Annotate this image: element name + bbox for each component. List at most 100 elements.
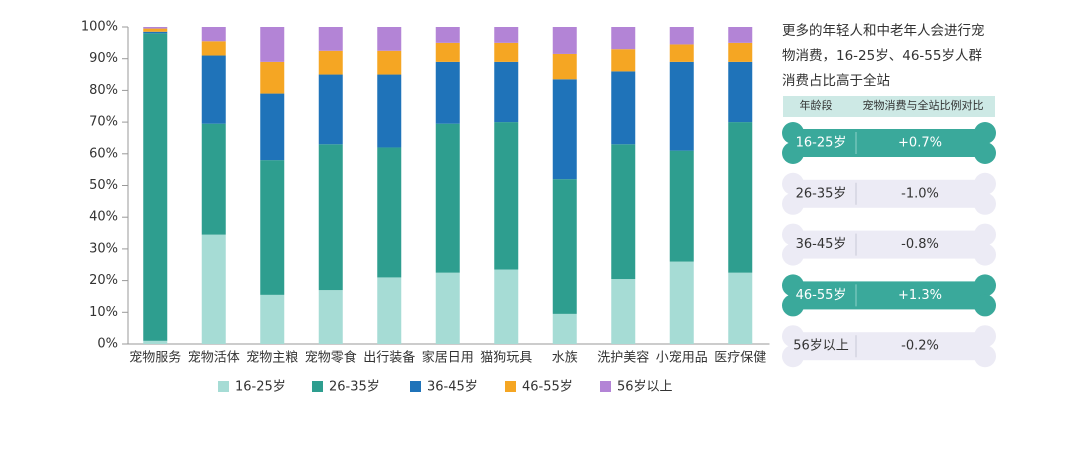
bar-segment xyxy=(494,27,519,43)
bar-segment xyxy=(260,27,285,62)
bar-segment xyxy=(669,61,694,151)
bone-end xyxy=(782,243,804,266)
bone-end xyxy=(974,192,996,215)
bar-segment xyxy=(260,93,285,161)
bar-segment xyxy=(552,79,577,180)
bone-body xyxy=(792,332,986,361)
x-tick-label: 家居日用 xyxy=(422,350,474,366)
legend-swatch xyxy=(410,381,421,392)
x-tick-label: 宠物主粮 xyxy=(246,350,298,366)
bar-segment xyxy=(728,27,753,43)
bar-segment xyxy=(201,234,226,344)
x-tick-label: 出行装备 xyxy=(363,350,415,366)
x-tick-label: 洗护美容 xyxy=(597,350,649,366)
bar-segment xyxy=(728,122,753,273)
bar-segment xyxy=(494,269,519,344)
bar-segment xyxy=(201,27,226,42)
legend-label: 56岁以上 xyxy=(617,380,673,395)
bar-segment xyxy=(318,144,343,291)
y-tick-label: 30% xyxy=(89,241,118,256)
bar-segment xyxy=(318,74,343,145)
legend-swatch xyxy=(218,381,229,392)
bar-segment xyxy=(611,71,636,145)
bone-end xyxy=(974,223,996,246)
bar-segment xyxy=(611,279,636,344)
bone-end xyxy=(974,142,996,164)
bone-body xyxy=(792,129,986,157)
y-tick-label: 0% xyxy=(97,337,118,352)
bar-segment xyxy=(728,272,753,344)
bar-segment xyxy=(669,44,694,62)
bar-segment xyxy=(377,50,402,75)
bar-segment xyxy=(143,27,168,29)
bar-segment xyxy=(260,294,285,344)
header-bg xyxy=(783,96,995,117)
x-tick-label: 小宠用品 xyxy=(656,350,708,366)
legend-label: 46-55岁 xyxy=(522,380,573,395)
age-label: 26-35岁 xyxy=(796,186,847,201)
y-tick-label: 100% xyxy=(81,20,118,35)
bone-end xyxy=(782,294,804,317)
bone-end xyxy=(974,345,996,368)
bone-end xyxy=(782,223,804,246)
diff-value: +0.7% xyxy=(898,136,942,151)
diff-value: -1.0% xyxy=(901,186,939,201)
bar-segment xyxy=(494,42,519,62)
bone-end xyxy=(782,325,804,348)
bar-segment xyxy=(728,61,753,123)
bar-segment xyxy=(611,144,636,280)
y-tick-label: 20% xyxy=(89,273,118,288)
y-tick-label: 70% xyxy=(89,115,118,130)
bar-segment xyxy=(143,340,168,344)
legend-label: 16-25岁 xyxy=(235,380,286,395)
bar-segment xyxy=(435,123,460,273)
bar-segment xyxy=(318,27,343,51)
bone-end xyxy=(974,294,996,317)
x-tick-label: 宠物零食 xyxy=(305,350,357,366)
bone-end xyxy=(974,172,996,195)
header-cell: 年龄段 xyxy=(800,98,833,112)
bar-segment xyxy=(611,27,636,50)
bar-segment xyxy=(552,27,577,54)
x-tick-label: 宠物活体 xyxy=(188,350,240,366)
bar-segment xyxy=(143,31,168,34)
age-label: 16-25岁 xyxy=(796,136,847,151)
legend-swatch xyxy=(312,381,323,392)
bar-segment xyxy=(143,33,168,341)
bone-end xyxy=(974,325,996,348)
bar-segment xyxy=(669,150,694,262)
bar-segment xyxy=(611,49,636,72)
header-cell: 宠物消费与全站比例对比 xyxy=(863,98,984,112)
y-tick-label: 60% xyxy=(89,146,118,161)
y-tick-label: 50% xyxy=(89,178,118,193)
x-tick-label: 医疗保健 xyxy=(714,351,766,366)
bar-segment xyxy=(377,74,402,148)
bar-segment xyxy=(435,27,460,43)
y-tick-label: 10% xyxy=(89,305,118,320)
bone-body xyxy=(792,230,986,259)
age-label: 36-45岁 xyxy=(796,237,847,252)
y-tick-label: 90% xyxy=(89,51,118,66)
bar-segment xyxy=(435,272,460,344)
bar-segment xyxy=(552,313,577,344)
bone-end xyxy=(974,274,996,297)
bar-segment xyxy=(318,290,343,344)
bar-segment xyxy=(377,147,402,278)
bar-segment xyxy=(260,61,285,94)
bar-segment xyxy=(435,42,460,62)
legend-label: 26-35岁 xyxy=(329,380,380,395)
legend-swatch xyxy=(505,381,516,392)
bone-end xyxy=(974,122,996,144)
bar-segment xyxy=(260,160,285,295)
bar-segment xyxy=(201,41,226,56)
bar-segment xyxy=(201,123,226,235)
diff-value: +1.3% xyxy=(898,288,942,303)
panel-title: 物消费，16-25岁、46-55岁人群 xyxy=(782,48,982,64)
bone-body xyxy=(792,179,986,208)
age-label: 56岁以上 xyxy=(793,339,849,354)
bar-segment xyxy=(494,61,519,123)
bar-segment xyxy=(318,50,343,75)
panel-title: 消费占比高于全站 xyxy=(782,72,890,89)
bar-segment xyxy=(377,277,402,344)
bar-segment xyxy=(552,53,577,80)
